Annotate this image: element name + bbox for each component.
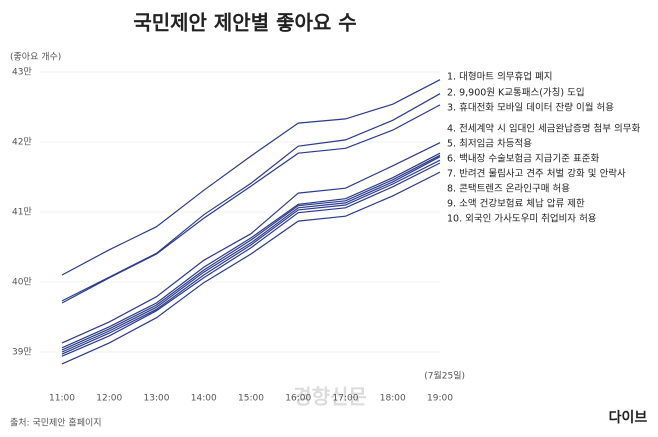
- legend-label: 5. 최저임금 차등적용: [447, 138, 532, 150]
- legend-label: 3. 휴대전화 모바일 데이터 잔량 이월 허용: [447, 102, 614, 114]
- logo: 다이브: [609, 409, 648, 426]
- x-tick-label: 17:00: [333, 394, 359, 404]
- x-tick-label: 15:00: [238, 394, 264, 404]
- legend-label: 8. 콘택트렌즈 온라인구매 허용: [447, 184, 570, 195]
- series-line: [61, 154, 441, 351]
- note: (7월25일): [424, 370, 465, 382]
- series-line: [61, 104, 441, 304]
- x-tick-label: 16:00: [285, 394, 311, 404]
- series-line: [61, 142, 441, 344]
- x-tick-label: 19:00: [427, 394, 453, 404]
- series-line: [61, 162, 441, 357]
- legend-label: 9. 소액 건강보험료 체납 압류 제한: [447, 198, 585, 210]
- legend-label: 7. 반려견 물림사고 견주 처벌 강화 및 안락사: [447, 168, 626, 180]
- series-line: [61, 156, 441, 353]
- y-axis-label: (좋아요 개수): [10, 52, 61, 63]
- source: 출처: 국민제안 홈페이지: [10, 417, 102, 429]
- x-tick-label: 18:00: [380, 394, 406, 404]
- x-tick-label: 12:00: [96, 394, 122, 404]
- legend-label: 1. 대형마트 의무휴업 폐지: [447, 71, 553, 83]
- legend-label: 2. 9,900원 K교통패스(가칭) 도입: [447, 87, 585, 99]
- y-tick-label: 41만: [12, 207, 32, 218]
- y-tick-label: 42만: [12, 137, 32, 148]
- legend-label: 6. 백내장 수술보험금 지급기준 표준화: [447, 154, 600, 165]
- y-tick-label: 40만: [12, 277, 32, 288]
- x-tick-label: 14:00: [191, 394, 217, 404]
- series-line: [61, 152, 441, 349]
- legend-label: 10. 외국인 가사도우미 취업비자 허용: [447, 213, 597, 225]
- x-tick-label: 11:00: [49, 394, 75, 404]
- series-line: [61, 171, 441, 365]
- y-tick-label: 43만: [12, 67, 32, 78]
- series-line: [61, 79, 441, 276]
- y-tick-label: 39만: [12, 347, 32, 358]
- series-line: [61, 93, 441, 302]
- x-tick-label: 13:00: [144, 394, 170, 404]
- chart-title: 국민제안 제안별 좋아요 수: [133, 11, 356, 35]
- series-line: [61, 159, 441, 355]
- legend-label: 4. 전세계약 시 임대인 세금완납증명 첨부 의무화: [447, 123, 641, 135]
- watermark: 경향신문: [293, 385, 367, 409]
